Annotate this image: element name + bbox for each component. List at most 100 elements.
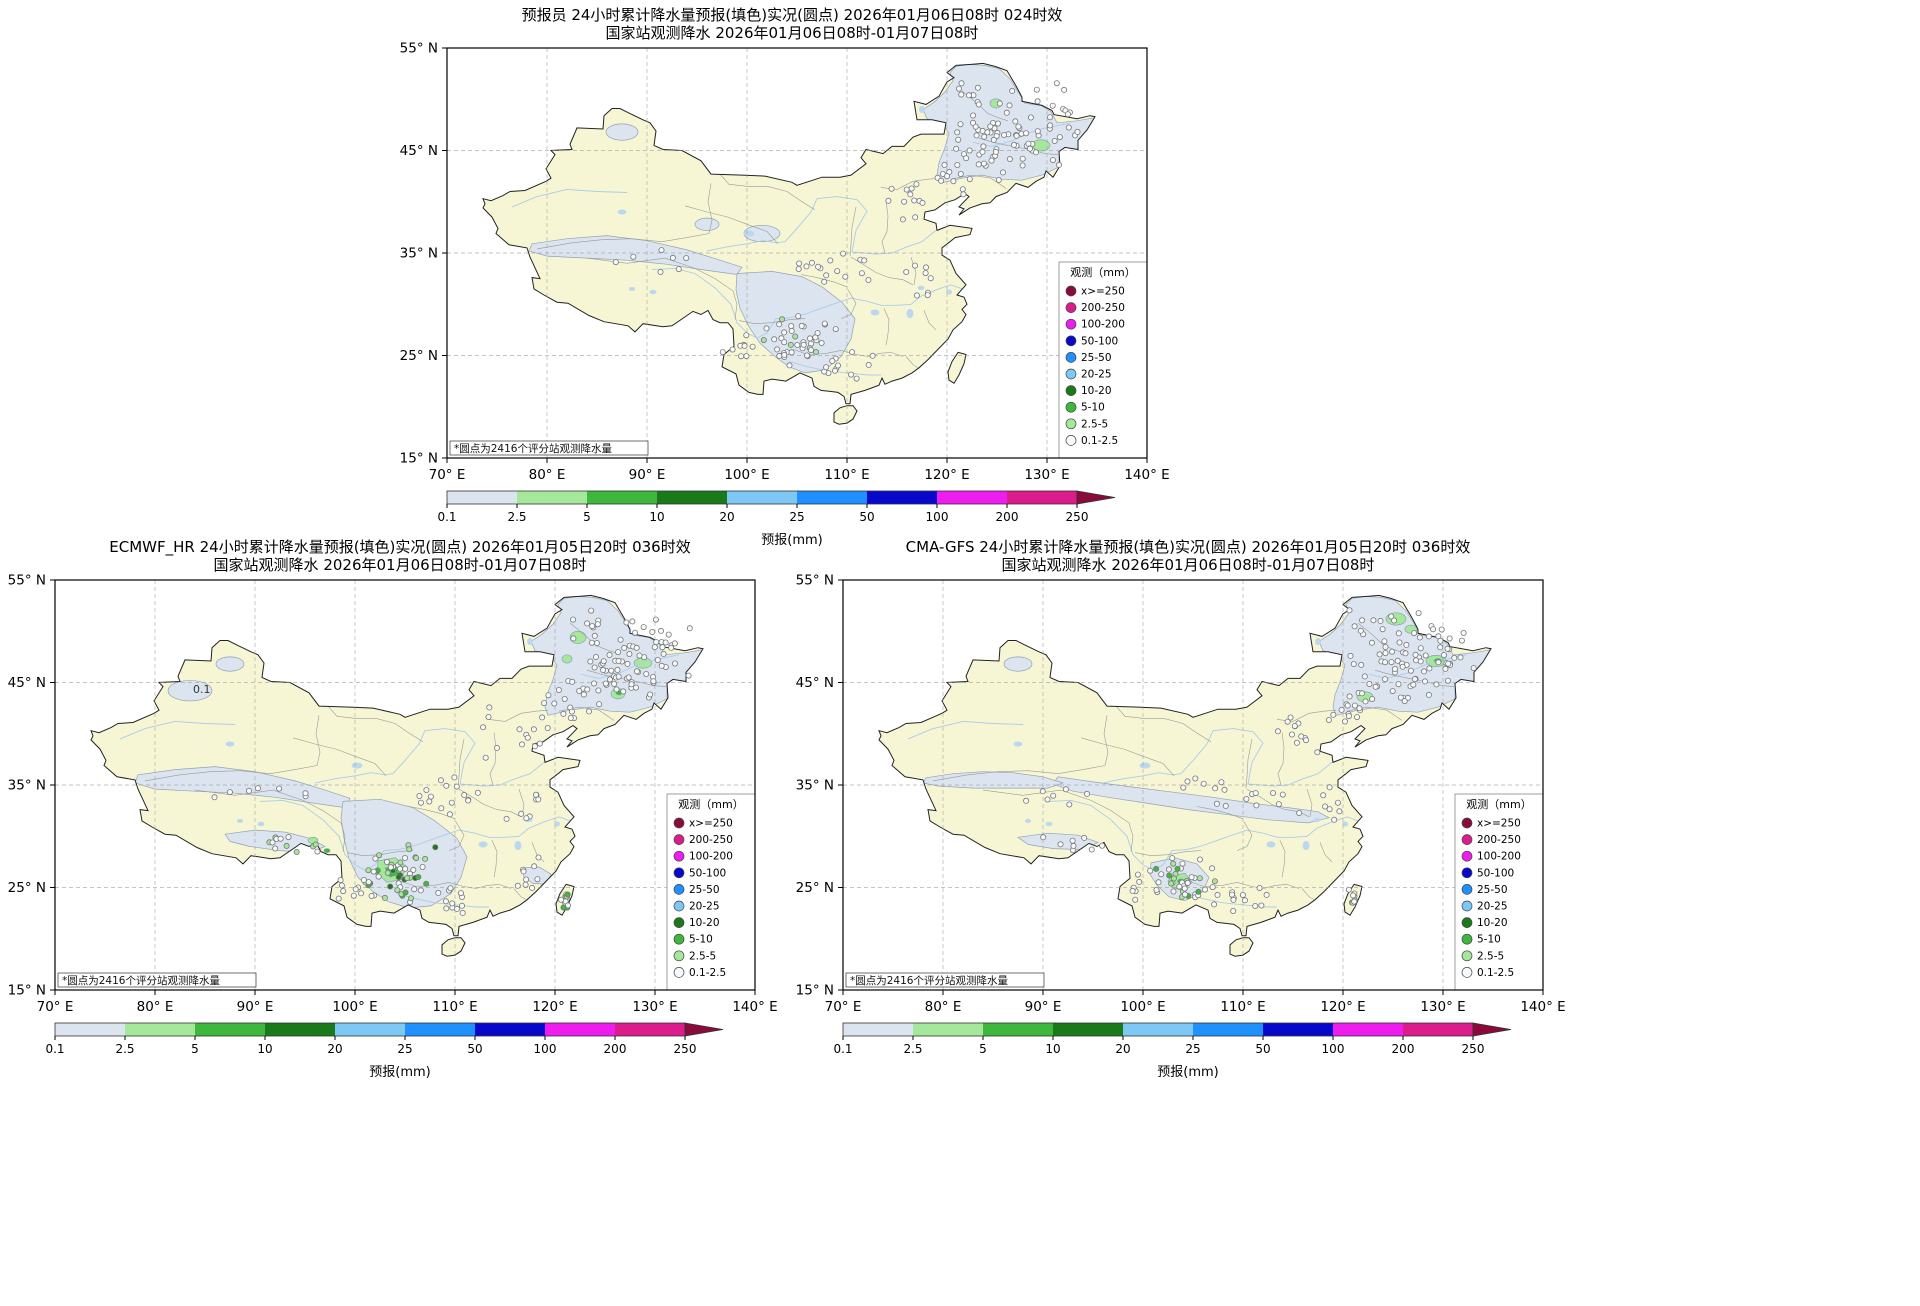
colorbar-tick-label: 25 <box>1185 1042 1200 1056</box>
forecast-colorbar: 0.1 2.5 5 10 20 25 50 100 200 250 <box>833 1022 1512 1056</box>
colorbar-tick-label: 10 <box>257 1042 272 1056</box>
x-tick-label: 100° E <box>724 467 769 483</box>
land-layer <box>483 63 1095 425</box>
x-tick-label: 120° E <box>1320 999 1365 1015</box>
country-outline <box>482 62 1096 425</box>
colorbar-arrow <box>1076 490 1116 505</box>
y-tick-label: 25° N <box>796 880 834 896</box>
svg-text:0.1-2.5: 0.1-2.5 <box>1081 435 1118 447</box>
forecast-colorbar: 0.1 2.5 5 10 20 25 50 100 200 250 <box>437 490 1116 524</box>
x-tick-label: 90° E <box>629 467 666 483</box>
y-tick-label: 15° N <box>400 451 438 467</box>
y-tick-label: 35° N <box>796 778 834 794</box>
x-tick-label: 80° E <box>137 999 174 1015</box>
colorbar-tick-label: 5 <box>583 510 591 524</box>
svg-text:200-250: 200-250 <box>1477 834 1521 846</box>
colorbar-tick-label: 250 <box>1066 510 1089 524</box>
panel-subtitle: 国家站观测降水 2026年01月06日08时-01月07日08时 <box>213 556 587 574</box>
x-tick-label: 100° E <box>1120 999 1165 1015</box>
x-tick-label: 90° E <box>237 999 274 1015</box>
colorbar-tick-label: 50 <box>859 510 874 524</box>
panel-title: CMA-GFS 24小时累计降水量预报(填色)实况(圆点) 2026年01月05… <box>905 538 1471 556</box>
colorbar-tick-label: 25 <box>397 1042 412 1056</box>
colorbar-tick-label: 250 <box>1462 1042 1485 1056</box>
panel-title: 预报员 24小时累计降水量预报(填色)实况(圆点) 2026年01月06日08时… <box>521 6 1063 24</box>
colorbar-label: 预报(mm) <box>761 533 823 548</box>
precip-map-ecmwf: 0.1 *圆点为2416个评分站观测降水量 观测（mm） x>=250 200-250 1… <box>8 574 778 1015</box>
x-tick-label: 140° E <box>732 999 777 1015</box>
colorbar-tick-label: 2.5 <box>903 1042 922 1056</box>
svg-text:50-100: 50-100 <box>1081 335 1118 347</box>
colorbar-arrow <box>1472 1022 1512 1037</box>
colorbar-tick-label: 200 <box>996 510 1019 524</box>
country-outline <box>90 594 704 957</box>
svg-text:2.5-5: 2.5-5 <box>1081 418 1108 430</box>
colorbar-tick-label: 0.1 <box>833 1042 852 1056</box>
svg-text:20-25: 20-25 <box>689 901 720 913</box>
y-tick-label: 55° N <box>796 574 834 589</box>
svg-text:50-100: 50-100 <box>1477 867 1514 879</box>
note-box <box>845 972 1045 988</box>
y-tick-label: 25° N <box>400 348 438 364</box>
y-tick-label: 55° N <box>8 574 46 589</box>
x-tick-label: 120° E <box>532 999 577 1015</box>
x-tick-label: 140° E <box>1520 999 1565 1015</box>
panel-forecaster: 预报员 24小时累计降水量预报(填色)实况(圆点) 2026年01月06日08时… <box>392 6 1192 548</box>
colorbar-label: 预报(mm) <box>1157 1065 1219 1080</box>
y-tick-label: 25° N <box>8 880 46 896</box>
y-tick-label: 15° N <box>796 983 834 999</box>
x-tick-label: 120° E <box>924 467 969 483</box>
x-tick-label: 70° E <box>429 467 466 483</box>
colorbar-tick-label: 2.5 <box>115 1042 134 1056</box>
svg-text:20-25: 20-25 <box>1477 901 1508 913</box>
svg-text:x>=250: x>=250 <box>1081 286 1125 298</box>
colorbar-tick-label: 100 <box>926 510 949 524</box>
contour-label: 0.1 <box>193 683 211 696</box>
x-tick-label: 130° E <box>1024 467 1069 483</box>
colorbar-label: 预报(mm) <box>369 1065 431 1080</box>
colorbar-tick-label: 5 <box>979 1042 987 1056</box>
x-tick-label: 80° E <box>925 999 962 1015</box>
x-tick-label: 70° E <box>825 999 862 1015</box>
forecast-colorbar: 0.1 2.5 5 10 20 25 50 100 200 250 <box>45 1022 724 1056</box>
colorbar-tick-label: 2.5 <box>507 510 526 524</box>
y-tick-label: 45° N <box>796 675 834 691</box>
x-tick-label: 110° E <box>824 467 869 483</box>
x-tick-label: 130° E <box>632 999 677 1015</box>
panel-ecmwf-hr: ECMWF_HR 24小时累计降水量预报(填色)实况(圆点) 2026年01月0… <box>0 538 800 1080</box>
svg-text:10-20: 10-20 <box>1081 385 1112 397</box>
note-text: *圆点为2416个评分站观测降水量 <box>850 974 1008 987</box>
note-box <box>449 440 649 456</box>
x-tick-label: 90° E <box>1025 999 1062 1015</box>
observation-legend: 观测（mm） x>=250 200-250 100-200 50-100 25-50 20-… <box>1058 261 1148 459</box>
grid-lines <box>447 48 1147 458</box>
y-tick-label: 55° N <box>400 42 438 57</box>
colorbar-tick-label: 20 <box>327 1042 342 1056</box>
svg-text:5-10: 5-10 <box>1081 402 1105 414</box>
svg-text:100-200: 100-200 <box>1081 319 1125 331</box>
precip-map-forecaster: *圆点为2416个评分站观测降水量 观测（mm） x>=250 200-250 100-… <box>400 42 1170 483</box>
svg-text:10-20: 10-20 <box>689 917 720 929</box>
y-tick-label: 15° N <box>8 983 46 999</box>
x-tick-label: 80° E <box>529 467 566 483</box>
svg-text:2.5-5: 2.5-5 <box>689 950 716 962</box>
station-dots-layer <box>1023 607 1477 914</box>
x-tick-label: 70° E <box>37 999 74 1015</box>
colorbar-tick-label: 25 <box>789 510 804 524</box>
colorbar-tick-label: 250 <box>674 1042 697 1056</box>
svg-text:100-200: 100-200 <box>1477 851 1521 863</box>
colorbar-tick-label: 20 <box>1115 1042 1130 1056</box>
svg-text:200-250: 200-250 <box>689 834 733 846</box>
svg-text:x>=250: x>=250 <box>1477 818 1521 830</box>
note-box <box>57 972 257 988</box>
colorbar-tick-label: 10 <box>649 510 664 524</box>
colorbar-arrow <box>684 1022 724 1037</box>
svg-text:0.1-2.5: 0.1-2.5 <box>1477 967 1514 979</box>
panel-title: ECMWF_HR 24小时累计降水量预报(填色)实况(圆点) 2026年01月0… <box>109 538 691 556</box>
legend-title: 观测（mm） <box>678 798 743 811</box>
y-tick-label: 35° N <box>8 778 46 794</box>
station-dots-layer <box>211 607 693 916</box>
panel-subtitle: 国家站观测降水 2026年01月06日08时-01月07日08时 <box>605 24 979 42</box>
svg-text:50-100: 50-100 <box>689 867 726 879</box>
